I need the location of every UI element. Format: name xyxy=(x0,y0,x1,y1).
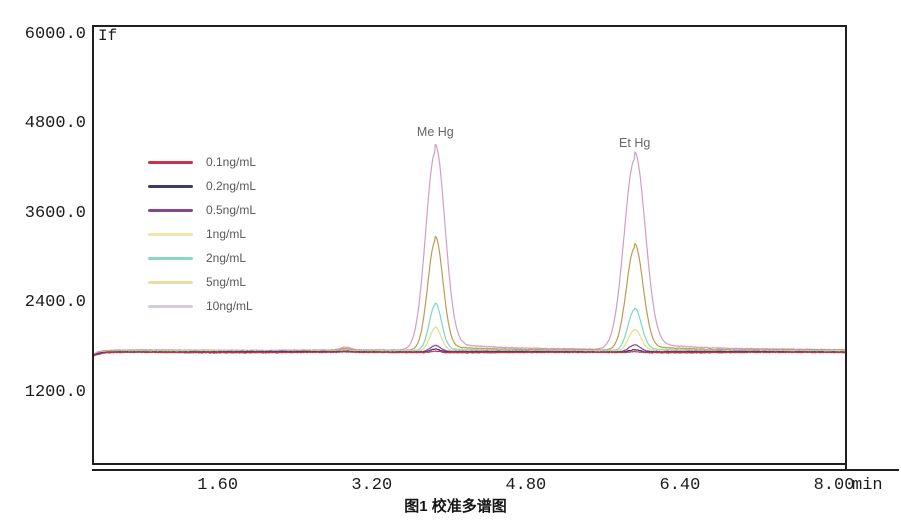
y-axis-tick-label: 1200.0 xyxy=(24,382,86,402)
legend-swatch xyxy=(148,256,193,260)
legend-swatch xyxy=(148,160,193,164)
legend-row: 5ng/mL xyxy=(148,270,256,294)
legend-label: 0.1ng/mL xyxy=(206,155,257,169)
legend-swatch xyxy=(148,208,193,212)
x-axis-tick-label: 8.00 xyxy=(813,476,855,495)
legend-label: 5ng/mL xyxy=(206,275,247,289)
legend-label: 1ng/mL xyxy=(206,227,247,241)
y-axis-tick-label: 4800.0 xyxy=(24,114,86,134)
legend: 0.1ng/mL 0.2ng/mL 0.5ng/mL 1ng/mL 2ng/mL 5ng/… xyxy=(148,150,256,318)
legend-label: 10ng/mL xyxy=(206,299,253,313)
legend-row: 10ng/mL xyxy=(148,294,256,318)
plot-frame xyxy=(92,25,847,465)
legend-label: 2ng/mL xyxy=(206,251,247,265)
figure-caption: 图1 校准多谱图 xyxy=(404,498,507,515)
trace-0.1ng/mL xyxy=(94,350,845,357)
legend-label: 0.2ng/mL xyxy=(206,179,257,193)
legend-row: 0.5ng/mL xyxy=(148,198,256,222)
legend-row: 0.1ng/mL xyxy=(148,150,256,174)
x-axis-tick-label: 4.80 xyxy=(505,476,547,495)
trace-lines xyxy=(94,143,845,357)
legend-swatch xyxy=(148,280,193,284)
y-axis-tick-label: 2400.0 xyxy=(24,293,86,313)
legend-row: 2ng/mL xyxy=(148,246,256,270)
legend-swatch xyxy=(148,184,193,188)
peak-label-et-hg: Et Hg xyxy=(619,136,651,150)
y-axis-tick-label: 3600.0 xyxy=(24,203,86,223)
x-axis-tick-label: 6.40 xyxy=(659,476,701,495)
y-axis-title: If xyxy=(98,27,118,45)
legend-swatch xyxy=(148,304,193,308)
x-axis-tick-label: 1.60 xyxy=(197,476,239,495)
x-axis-tick-label: 3.20 xyxy=(351,476,393,495)
x-axis-unit-label: min xyxy=(852,476,883,495)
peak-label-me-hg: Me Hg xyxy=(416,125,454,139)
legend-label: 0.5ng/mL xyxy=(206,203,257,217)
y-axis-tick-label: 6000.0 xyxy=(24,25,86,44)
legend-row: 1ng/mL xyxy=(148,222,256,246)
legend-swatch xyxy=(148,232,193,236)
legend-row: 0.2ng/mL xyxy=(148,174,256,198)
